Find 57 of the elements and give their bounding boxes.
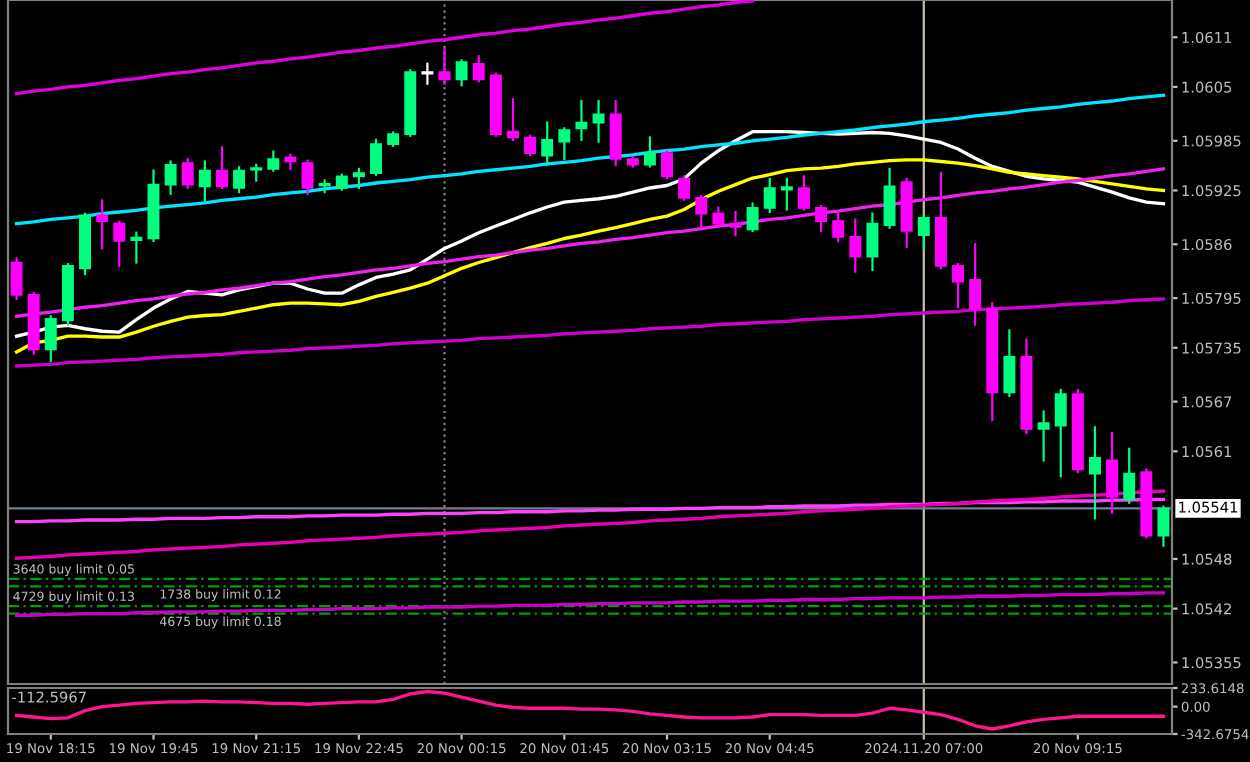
candlestick	[609, 99, 622, 166]
candlestick	[370, 138, 382, 176]
candlestick	[712, 206, 725, 229]
candlestick	[832, 212, 845, 243]
candlestick	[44, 315, 57, 363]
candlestick	[558, 127, 571, 161]
candlestick	[1037, 410, 1050, 462]
candlestick	[216, 146, 228, 190]
candlestick	[849, 218, 862, 273]
candlestick	[284, 153, 297, 171]
line-series	[14, 591, 1166, 617]
candlestick	[729, 210, 742, 237]
candlestick	[643, 136, 656, 168]
candlestick	[438, 47, 451, 85]
candlestick	[352, 167, 365, 190]
candlestick	[695, 195, 708, 229]
candlestick	[181, 157, 194, 190]
candlestick	[507, 98, 519, 142]
candlestick	[678, 175, 691, 201]
line-series	[14, 93, 1166, 226]
candlestick	[96, 199, 109, 250]
line-series	[14, 689, 1166, 731]
candlestick	[1157, 505, 1170, 547]
candlestick	[233, 166, 246, 194]
candlestick	[10, 257, 23, 301]
candlestick	[1089, 426, 1101, 520]
line-series	[14, 158, 1166, 354]
candlestick	[780, 177, 793, 211]
candlestick	[815, 205, 828, 233]
candlestick	[917, 215, 930, 250]
candlestick	[866, 212, 879, 272]
candlestick	[883, 167, 896, 229]
candlestick	[113, 220, 126, 267]
candlestick	[455, 59, 468, 87]
candlestick	[746, 202, 759, 233]
candlestick	[1003, 329, 1016, 397]
candlestick	[952, 263, 964, 309]
candlestick	[592, 99, 605, 143]
candlestick	[472, 55, 485, 83]
candlestick	[164, 160, 177, 195]
candlestick	[301, 159, 314, 195]
candlestick	[763, 177, 776, 214]
candlestick	[1123, 447, 1136, 504]
candlestick	[524, 134, 537, 156]
candlestick	[575, 99, 588, 142]
candlestick	[541, 121, 554, 166]
candlestick	[661, 150, 673, 180]
candlestick	[198, 160, 211, 202]
candlestick	[130, 231, 143, 264]
candlestick	[1054, 388, 1067, 478]
candlestick	[1106, 431, 1119, 514]
candlestick	[421, 62, 434, 85]
candlestick	[798, 175, 810, 211]
candlestick	[267, 150, 280, 172]
line-series	[14, 0, 755, 96]
candlestick	[969, 243, 982, 326]
line-series	[14, 167, 1166, 318]
